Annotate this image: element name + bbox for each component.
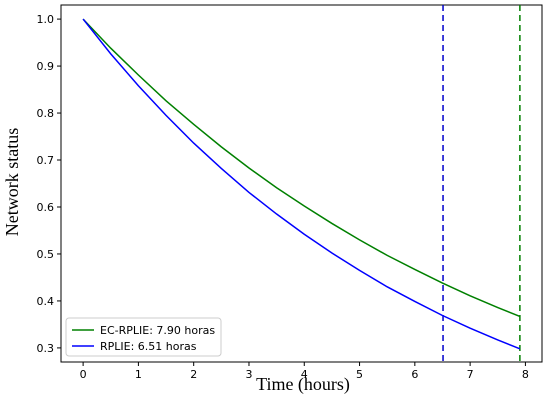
- y-axis-label: Network status: [2, 128, 22, 236]
- x-tick-label-5: 5: [356, 368, 363, 381]
- x-tick-label-8: 8: [522, 368, 529, 381]
- y-tick-label-5: 0.8: [37, 107, 55, 120]
- y-tick-label-2: 0.5: [37, 248, 55, 261]
- legend: EC-RPLIE: 7.90 horas RPLIE: 6.51 horas: [65, 317, 222, 357]
- legend-box: [65, 317, 222, 357]
- x-tick-label-4: 4: [301, 368, 308, 381]
- x-tick-label-2: 2: [190, 368, 197, 381]
- legend-label-1: RPLIE: 6.51 horas: [100, 340, 197, 353]
- x-tick-label-1: 1: [135, 368, 142, 381]
- series-line-0: [82, 18, 521, 318]
- x-axis-label: Time (hours): [256, 374, 350, 395]
- x-tick-label-0: 0: [80, 368, 87, 381]
- plot-frame: [60, 4, 543, 363]
- x-tick-label-7: 7: [467, 368, 474, 381]
- y-tick-label-7: 1.0: [37, 13, 55, 26]
- series-line-1: [82, 18, 521, 350]
- y-tick-label-1: 0.4: [37, 295, 55, 308]
- legend-label-0: EC-RPLIE: 7.90 horas: [100, 324, 215, 337]
- y-tick-label-4: 0.7: [37, 154, 55, 167]
- y-tick-label-0: 0.3: [37, 342, 55, 355]
- x-tick-label-3: 3: [245, 368, 252, 381]
- y-tick-label-3: 0.6: [37, 201, 55, 214]
- x-tick-label-6: 6: [411, 368, 418, 381]
- plot-area: 0 1 2 3 4 5 6 7 8 0.3 0.4 0.5 0.6 0.7 0.8 0.9 1.0 EC-RPLI…: [37, 4, 543, 381]
- y-tick-label-6: 0.9: [37, 60, 55, 73]
